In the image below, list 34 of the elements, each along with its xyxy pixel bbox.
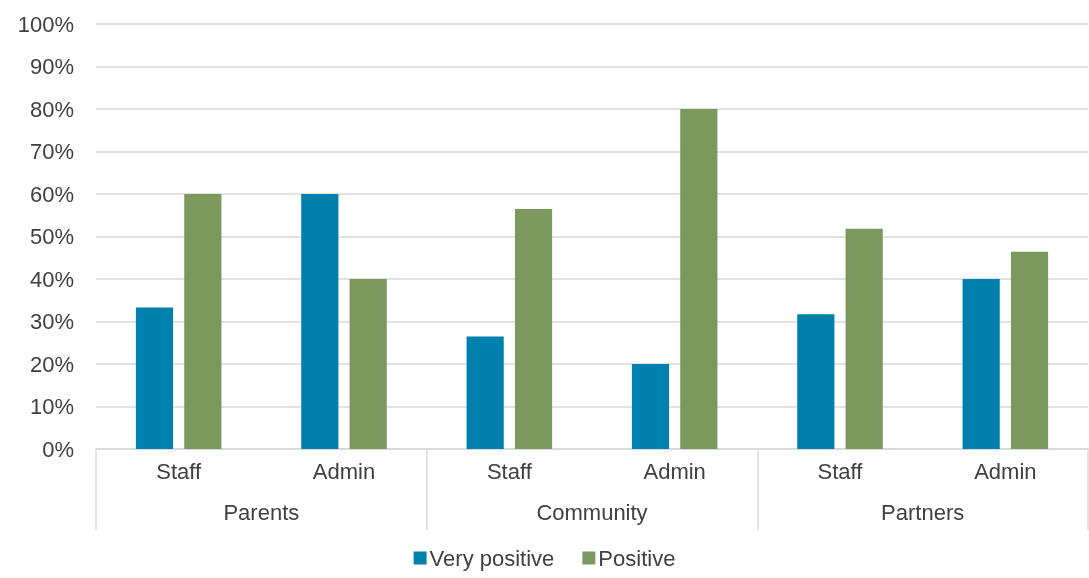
y-tick-label: 80% xyxy=(29,96,74,122)
bar xyxy=(1010,251,1049,449)
x-tick-label: Admin xyxy=(974,458,1037,484)
x-tick-label: Admin xyxy=(312,458,376,484)
text: Parents xyxy=(223,499,300,525)
y-tick-label: 30% xyxy=(29,309,74,334)
y-tick-label: 40% xyxy=(29,266,74,292)
bar xyxy=(466,336,504,449)
x-tick-label: Staff xyxy=(156,458,202,484)
text: Partners xyxy=(881,499,965,525)
legend-label: Positive xyxy=(598,545,676,571)
bar xyxy=(962,279,1000,449)
x-tick-label: Staff xyxy=(486,458,533,484)
bar xyxy=(135,307,174,449)
y-tick-label: 70% xyxy=(29,139,74,164)
y-tick-label: 100% xyxy=(17,11,74,37)
y-tick-label: 90% xyxy=(29,54,74,79)
bar xyxy=(680,109,718,449)
bar xyxy=(349,279,387,449)
x-tick-label: Admin xyxy=(643,458,706,484)
x-tick-label: Staff xyxy=(817,458,864,484)
legend-label: Very positive xyxy=(429,545,555,571)
y-tick-label: 10% xyxy=(29,394,74,419)
y-tick-label: 0% xyxy=(42,436,74,462)
y-tick-label: 20% xyxy=(29,351,74,377)
bar xyxy=(184,194,222,449)
y-tick-label: 50% xyxy=(29,224,74,249)
bar xyxy=(631,364,670,449)
y-tick-label: 60% xyxy=(29,181,74,207)
bar xyxy=(514,208,553,449)
bar xyxy=(845,228,883,449)
text: Community xyxy=(536,499,648,525)
bar xyxy=(301,194,339,449)
bar xyxy=(797,314,835,449)
